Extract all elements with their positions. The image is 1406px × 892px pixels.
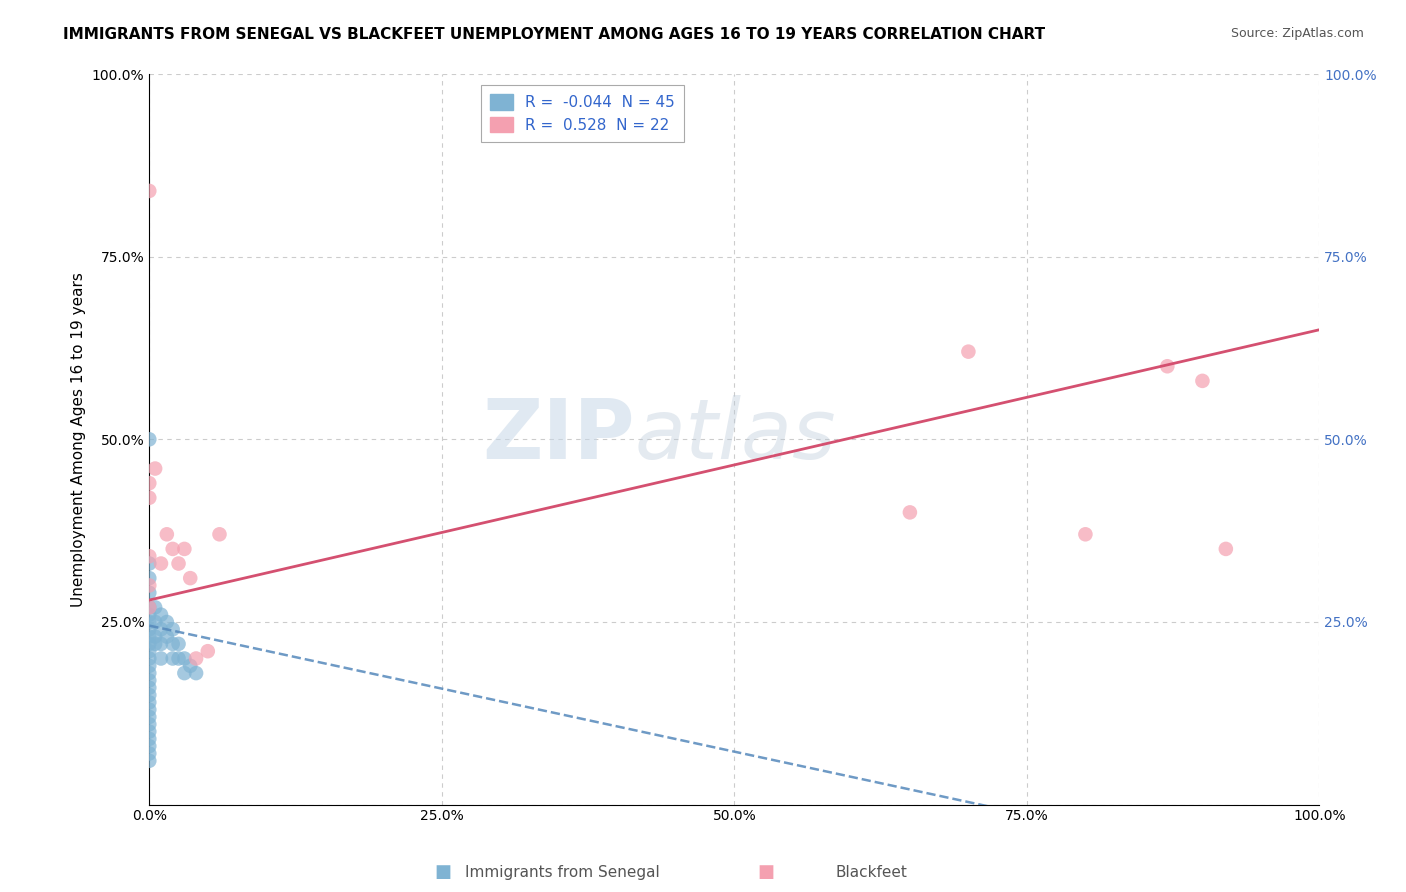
Point [138, 557, 160, 571]
Point [138, 476, 160, 491]
Point [173, 651, 195, 665]
Point [184, 666, 207, 681]
Point [138, 703, 160, 717]
Point [138, 747, 160, 761]
Point [138, 586, 160, 600]
Point [138, 607, 160, 622]
Text: Blackfeet: Blackfeet [835, 865, 908, 880]
Point [167, 651, 190, 665]
Point [1215, 541, 1237, 556]
Point [197, 644, 219, 658]
Legend: R =  -0.044  N = 45, R =  0.528  N = 22: R = -0.044 N = 45, R = 0.528 N = 22 [481, 86, 683, 142]
Point [138, 681, 160, 695]
Point [149, 651, 172, 665]
Text: atlas: atlas [636, 395, 837, 476]
Point [167, 557, 190, 571]
Text: ■: ■ [434, 863, 451, 881]
Point [1074, 527, 1097, 541]
Point [208, 527, 231, 541]
Point [179, 571, 201, 585]
Point [138, 754, 160, 768]
Point [138, 571, 160, 585]
Point [138, 433, 160, 447]
Point [138, 491, 160, 505]
Point [138, 739, 160, 754]
Point [149, 607, 172, 622]
Point [173, 666, 195, 681]
Point [138, 673, 160, 688]
Point [179, 658, 201, 673]
Point [143, 630, 166, 644]
Point [138, 630, 160, 644]
Point [162, 651, 184, 665]
Text: Source: ZipAtlas.com: Source: ZipAtlas.com [1230, 27, 1364, 40]
Point [143, 637, 166, 651]
Point [162, 622, 184, 636]
Text: ■: ■ [758, 863, 775, 881]
Point [138, 600, 160, 615]
Text: ZIP: ZIP [482, 395, 636, 476]
Point [138, 658, 160, 673]
Point [138, 615, 160, 629]
Point [1191, 374, 1213, 388]
Point [138, 637, 160, 651]
Point [149, 622, 172, 636]
Point [143, 615, 166, 629]
Point [138, 666, 160, 681]
Point [184, 651, 207, 665]
Point [138, 578, 160, 592]
Point [143, 600, 166, 615]
Point [162, 637, 184, 651]
Point [138, 731, 160, 746]
Point [162, 541, 184, 556]
Point [138, 651, 160, 665]
Point [149, 637, 172, 651]
Point [138, 688, 160, 702]
Point [173, 541, 195, 556]
Text: IMMIGRANTS FROM SENEGAL VS BLACKFEET UNEMPLOYMENT AMONG AGES 16 TO 19 YEARS CORR: IMMIGRANTS FROM SENEGAL VS BLACKFEET UNE… [63, 27, 1046, 42]
Point [138, 710, 160, 724]
Point [898, 505, 921, 519]
Point [156, 527, 179, 541]
Y-axis label: Unemployment Among Ages 16 to 19 years: Unemployment Among Ages 16 to 19 years [72, 272, 86, 607]
Point [1156, 359, 1178, 374]
Point [149, 557, 172, 571]
Point [957, 344, 980, 359]
Point [138, 717, 160, 731]
Point [156, 615, 179, 629]
Point [138, 622, 160, 636]
Point [138, 600, 160, 615]
Point [138, 184, 160, 198]
Point [138, 724, 160, 739]
Point [138, 644, 160, 658]
Text: Immigrants from Senegal: Immigrants from Senegal [465, 865, 659, 880]
Point [143, 461, 166, 475]
Point [138, 695, 160, 709]
Point [156, 630, 179, 644]
Point [138, 549, 160, 564]
Point [167, 637, 190, 651]
